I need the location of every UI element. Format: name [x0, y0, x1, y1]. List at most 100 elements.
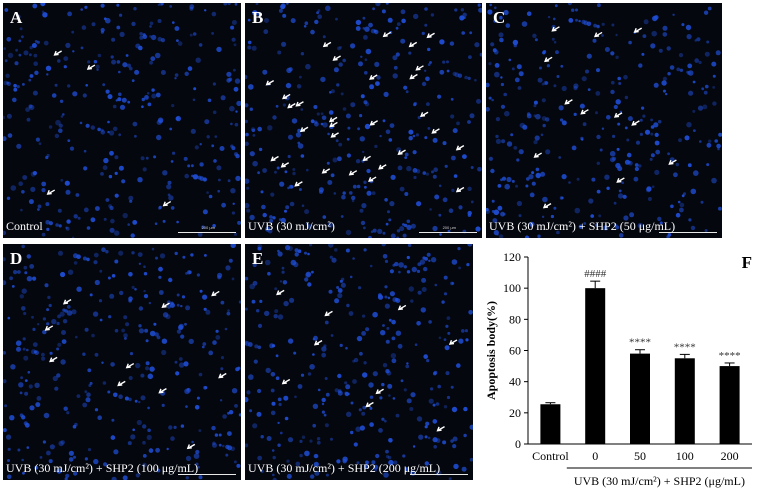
nucleus [396, 236, 400, 238]
nucleus [350, 43, 356, 49]
nucleus [491, 98, 494, 102]
nucleus [45, 155, 49, 160]
nucleus [675, 212, 681, 218]
nucleus [185, 405, 188, 408]
nucleus [657, 216, 662, 222]
nucleus [15, 340, 22, 346]
x-tick-label: 100 [676, 449, 694, 463]
nucleus [642, 114, 646, 118]
nucleus [456, 121, 460, 126]
arrow-icon [613, 112, 623, 118]
nucleus [421, 277, 427, 283]
arrow-icon [62, 299, 72, 305]
nucleus [158, 275, 162, 279]
group-label: UVB (30 mJ/cm²) + SHP2 (μg/mL) [574, 474, 745, 488]
nucleus [424, 435, 428, 439]
nucleus [134, 134, 137, 138]
nucleus [359, 208, 364, 213]
nucleus [147, 102, 152, 107]
nucleus [396, 147, 402, 153]
arrow-icon [382, 31, 392, 38]
nucleus [146, 434, 152, 440]
nucleus [399, 186, 405, 192]
nucleus [677, 200, 681, 204]
nucleus [339, 46, 342, 49]
nucleus [89, 293, 93, 297]
nucleus [601, 127, 605, 130]
nucleus [265, 367, 271, 374]
nucleus [111, 418, 115, 422]
nucleus [469, 31, 473, 35]
nucleus [561, 196, 564, 200]
nucleus [384, 259, 389, 263]
nucleus [433, 371, 437, 376]
nucleus [492, 48, 497, 53]
nucleus [345, 346, 348, 350]
nucleus [264, 259, 271, 266]
nucleus [361, 331, 366, 336]
nucleus [216, 46, 222, 53]
nucleus [463, 433, 467, 438]
nucleus [13, 83, 17, 88]
nucleus [526, 177, 530, 181]
nucleus [3, 230, 7, 236]
nucleus [6, 81, 10, 85]
nucleus [138, 45, 143, 51]
nucleus [77, 216, 81, 220]
nucleus [134, 288, 137, 291]
nucleus [525, 184, 529, 188]
error-bar [590, 280, 601, 289]
nucleus [654, 140, 660, 146]
nucleus [142, 440, 146, 445]
nucleus [252, 423, 258, 429]
arrow-icon [321, 168, 331, 174]
nucleus [667, 72, 671, 76]
nucleus [59, 99, 64, 104]
nucleus [112, 104, 117, 109]
nucleus [165, 314, 171, 320]
nucleus [493, 230, 499, 236]
nucleus [406, 398, 412, 404]
nucleus [275, 376, 280, 380]
nucleus [87, 448, 92, 452]
nucleus [79, 121, 83, 125]
nucleus [103, 462, 108, 467]
nucleus [28, 104, 33, 109]
nucleus [5, 73, 10, 79]
nucleus [467, 186, 472, 191]
nucleus [13, 270, 18, 275]
nucleus [194, 145, 199, 150]
nucleus [647, 197, 652, 201]
nucleus [144, 328, 149, 333]
nucleus [167, 193, 171, 197]
nucleus [3, 136, 7, 142]
arrow-icon [542, 202, 552, 209]
nucleus [113, 449, 119, 455]
nucleus [230, 188, 236, 194]
nucleus [26, 348, 29, 352]
nucleus [71, 236, 75, 238]
nucleus [402, 454, 406, 458]
nucleus [359, 114, 363, 118]
nucleus [362, 16, 366, 20]
nucleus [48, 125, 53, 129]
nucleus [21, 288, 27, 294]
nucleus [633, 176, 639, 182]
nucleus [506, 141, 513, 147]
nucleus [441, 300, 445, 304]
nucleus [526, 112, 531, 116]
nucleus [275, 354, 279, 358]
nucleus [91, 22, 96, 27]
nucleus [443, 338, 447, 341]
nucleus [137, 177, 143, 183]
nucleus [501, 139, 506, 144]
nucleus [119, 290, 124, 296]
nucleus [662, 32, 668, 37]
nucleus [466, 263, 470, 267]
nucleus [129, 352, 134, 356]
nucleus [149, 21, 154, 26]
nucleus [96, 68, 99, 71]
nucleus [389, 291, 395, 297]
nucleus [260, 435, 264, 439]
nucleus [529, 221, 535, 227]
